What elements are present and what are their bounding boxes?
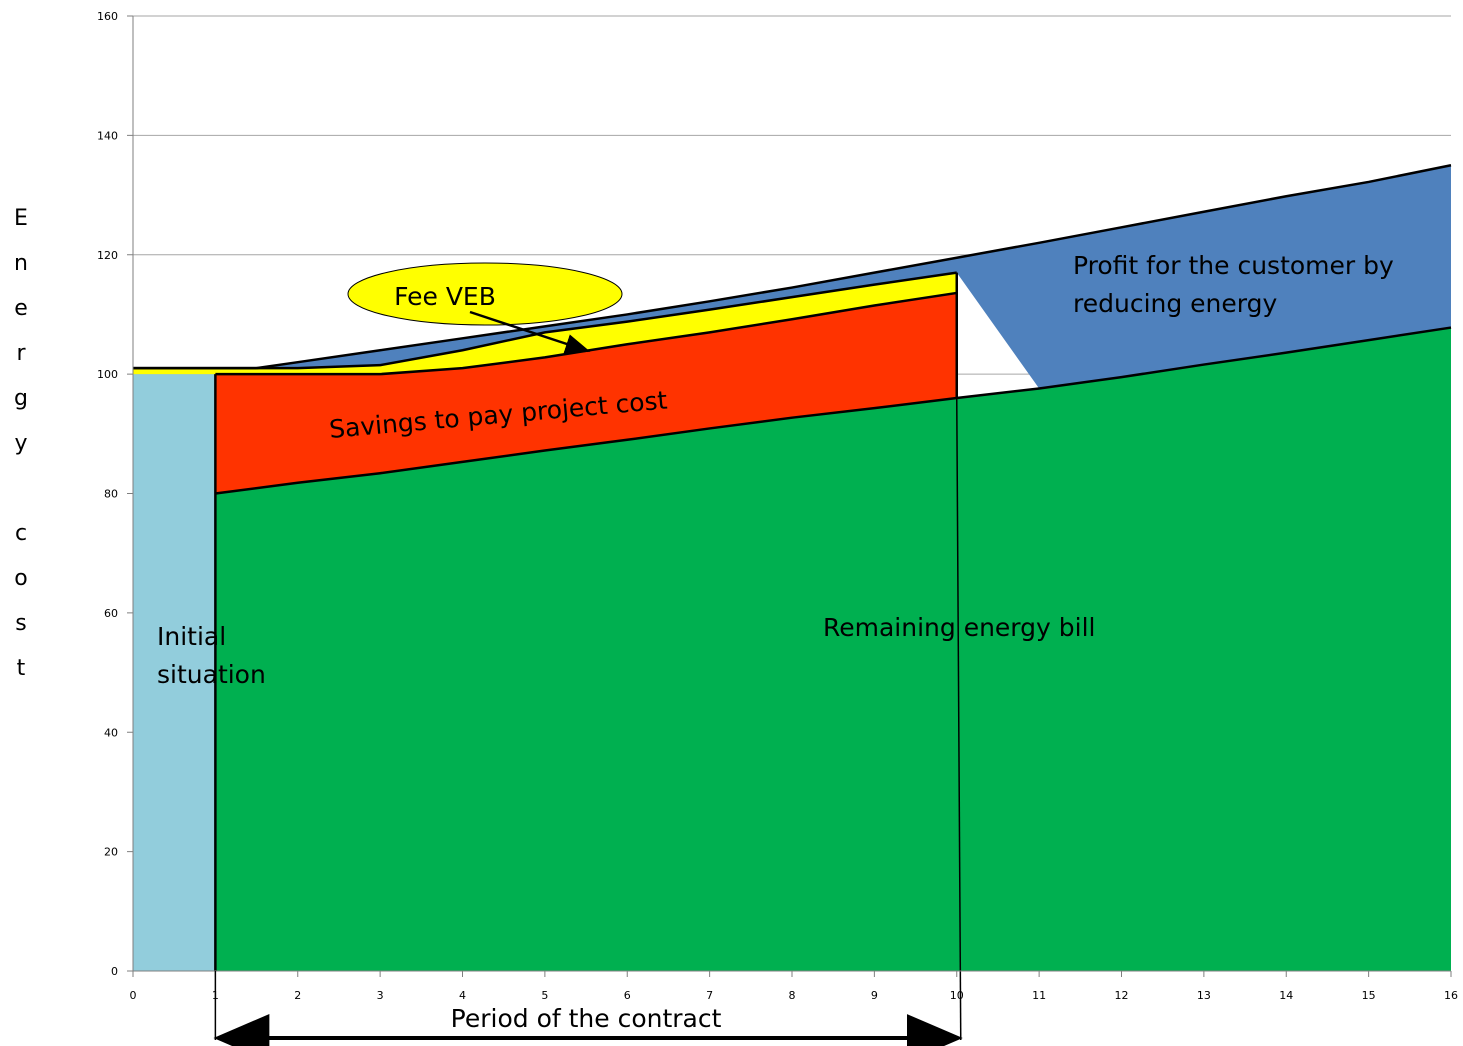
y-tick-label: 80 bbox=[104, 488, 118, 501]
period-of-contract-label: Period of the contract bbox=[451, 1004, 722, 1033]
y-axis-label-letter: n bbox=[14, 251, 28, 276]
y-axis-label-letter: r bbox=[16, 341, 26, 366]
y-tick-label: 160 bbox=[97, 10, 118, 23]
x-tick-label: 7 bbox=[706, 989, 713, 1002]
fee-upper-line bbox=[133, 271, 957, 370]
y-axis-label-letter: s bbox=[15, 611, 27, 636]
profit-upper-line bbox=[256, 163, 1452, 370]
x-tick-label: 4 bbox=[459, 989, 466, 1002]
x-tick-label: 10 bbox=[950, 989, 964, 1002]
x-tick-label: 11 bbox=[1032, 989, 1046, 1002]
contract-end-marker bbox=[956, 397, 962, 1041]
y-tick-label: 120 bbox=[97, 249, 118, 262]
x-tick-label: 5 bbox=[541, 989, 548, 1002]
x-tick-label: 15 bbox=[1362, 989, 1376, 1002]
y-tick-label: 20 bbox=[104, 846, 118, 859]
x-tick-label: 0 bbox=[130, 989, 137, 1002]
fee-veb-area bbox=[133, 272, 957, 375]
fee-veb-arrow bbox=[469, 310, 591, 354]
x-tick-label: 3 bbox=[377, 989, 384, 1002]
x-tick-label: 9 bbox=[871, 989, 878, 1002]
y-axis-label-letter: g bbox=[14, 386, 28, 411]
initial-situation-label: Initial bbox=[157, 622, 226, 651]
x-tick-label: 16 bbox=[1444, 989, 1458, 1002]
y-tick-label: 140 bbox=[97, 129, 118, 142]
savings-area bbox=[215, 292, 957, 494]
x-tick-label: 8 bbox=[789, 989, 796, 1002]
x-tick-label: 14 bbox=[1279, 989, 1293, 1002]
remaining-energy-bill-label: Remaining energy bill bbox=[823, 613, 1095, 642]
y-tick-label: 100 bbox=[97, 368, 118, 381]
profit-label: reducing energy bbox=[1073, 289, 1277, 318]
x-tick-label: 13 bbox=[1197, 989, 1211, 1002]
fee-veb-label: Fee VEB bbox=[394, 282, 496, 311]
y-axis-label-letter: c bbox=[14, 521, 28, 546]
y-axis-label-letter: y bbox=[14, 431, 28, 456]
y-axis-label-letter: o bbox=[14, 566, 28, 591]
y-tick-label: 0 bbox=[111, 965, 118, 978]
y-axis-label-letter: t bbox=[16, 656, 26, 681]
chart-areas bbox=[133, 163, 1452, 1041]
remaining-energy-bill-area bbox=[215, 327, 1451, 972]
x-tick-label: 2 bbox=[294, 989, 301, 1002]
y-axis-label-letter: e bbox=[14, 296, 28, 321]
x-tick-label: 12 bbox=[1115, 989, 1129, 1002]
x-tick-label: 6 bbox=[624, 989, 631, 1002]
y-axis-label-letter: E bbox=[14, 206, 28, 231]
remaining-bill-line bbox=[215, 326, 1452, 495]
initial-situation-label: situation bbox=[157, 660, 266, 689]
y-tick-label: 40 bbox=[104, 726, 118, 739]
profit-label: Profit for the customer by bbox=[1073, 251, 1394, 280]
fee-veb-callout bbox=[347, 262, 623, 326]
initial-situation-area bbox=[133, 374, 216, 971]
y-tick-label: 60 bbox=[104, 607, 118, 620]
